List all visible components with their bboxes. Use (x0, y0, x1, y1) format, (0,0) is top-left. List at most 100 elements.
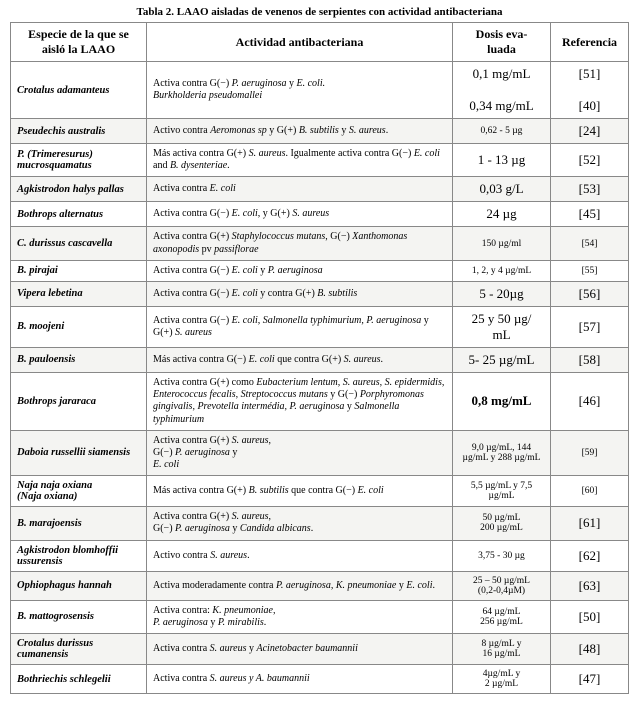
cell-activity: Activa contra G(−) E. coli y P. aerugino… (147, 260, 453, 281)
cell-ref: [24] (551, 119, 629, 144)
cell-ref: [52] (551, 144, 629, 177)
cell-dose: 150 µg/ml (453, 227, 551, 260)
table-row: Ophiophagus hannahActiva moderadamente c… (11, 571, 629, 600)
cell-ref: [57] (551, 306, 629, 347)
cell-dose: 1, 2, y 4 µg/mL (453, 260, 551, 281)
table-row: Crotalus adamanteusActiva contra G(−) P.… (11, 62, 629, 119)
table-row: Agkistrodon halys pallasActiva contra E.… (11, 177, 629, 202)
cell-activity: Activo contra Aeromonas sp y G(+) B. sub… (147, 119, 453, 144)
table-row: C. durissus cascavellaActiva contra G(+)… (11, 227, 629, 260)
cell-dose: 0,1 mg/mL 0,34 mg/mL (453, 62, 551, 119)
table-row: Bothrops alternatusActiva contra G(−) E.… (11, 202, 629, 227)
cell-ref: [50] (551, 600, 629, 633)
cell-species: P. (Trimeresurus) mucrosquamatus (11, 144, 147, 177)
cell-species: Pseudechis australis (11, 119, 147, 144)
col-dose: Dosis eva- luada (453, 23, 551, 62)
cell-activity: Activa contra G(−) E. coli, y G(+) S. au… (147, 202, 453, 227)
cell-activity: Más activa contra G(+) B. subtilis que c… (147, 476, 453, 507)
col-species: Especie de la que se aisló la LAAO (11, 23, 147, 62)
cell-dose: 5 - 20µg (453, 281, 551, 306)
cell-ref: [47] (551, 665, 629, 694)
table-row: Daboia russellii siamensisActiva contra … (11, 430, 629, 476)
cell-activity: Más activa contra G(+) S. aureus. Igualm… (147, 144, 453, 177)
cell-activity: Activa moderadamente contra P. aeruginos… (147, 571, 453, 600)
cell-dose: 5,5 µg/mL y 7,5 µg/mL (453, 476, 551, 507)
table-row: Bothrops jararacaActiva contra G(+) como… (11, 372, 629, 430)
cell-species: Ophiophagus hannah (11, 571, 147, 600)
cell-ref: [60] (551, 476, 629, 507)
cell-activity: Activa contra S. aureus y Acinetobacter … (147, 634, 453, 665)
cell-activity: Más activa contra G(−) E. coli que contr… (147, 347, 453, 372)
cell-activity: Activa contra G(+) Staphylococcus mutans… (147, 227, 453, 260)
cell-dose: 25 – 50 µg/mL (0,2-0,4µM) (453, 571, 551, 600)
table-row: B. mattogrosensisActiva contra: K. pneum… (11, 600, 629, 633)
cell-species: B. marajoensis (11, 507, 147, 540)
cell-species: Crotalus durissus cumanensis (11, 634, 147, 665)
cell-ref: [46] (551, 372, 629, 430)
cell-dose: 64 µg/mL 256 µg/mL (453, 600, 551, 633)
cell-ref: [61] (551, 507, 629, 540)
cell-activity: Activo contra S. aureus. (147, 540, 453, 571)
cell-species: B. pirajai (11, 260, 147, 281)
table-row: Pseudechis australisActivo contra Aeromo… (11, 119, 629, 144)
cell-activity: Activa contra G(−) E. coli y contra G(+)… (147, 281, 453, 306)
cell-dose: 1 - 13 µg (453, 144, 551, 177)
cell-activity: Activa contra S. aureus y A. baumannii (147, 665, 453, 694)
table-row: Agkistrodon blomhoffii ussurensisActivo … (11, 540, 629, 571)
table-row: B. pauloensisMás activa contra G(−) E. c… (11, 347, 629, 372)
cell-ref: [55] (551, 260, 629, 281)
cell-ref: [45] (551, 202, 629, 227)
cell-ref: [58] (551, 347, 629, 372)
table-caption: Tabla 2. LAAO aisladas de venenos de ser… (10, 6, 629, 18)
table-row: P. (Trimeresurus) mucrosquamatusMás acti… (11, 144, 629, 177)
cell-ref: [48] (551, 634, 629, 665)
table-header-row: Especie de la que se aisló la LAAO Activ… (11, 23, 629, 62)
cell-activity: Activa contra G(+) como Eubacterium lent… (147, 372, 453, 430)
cell-ref: [63] (551, 571, 629, 600)
cell-species: Daboia russellii siamensis (11, 430, 147, 476)
cell-activity: Activa contra: K. pneumoniae, P. aerugin… (147, 600, 453, 633)
table-row: Crotalus durissus cumanensisActiva contr… (11, 634, 629, 665)
table-row: Bothriechis schlegeliiActiva contra S. a… (11, 665, 629, 694)
cell-ref: [51] [40] (551, 62, 629, 119)
cell-activity: Activa contra G(−) E. coli, Salmonella t… (147, 306, 453, 347)
laao-table: Especie de la que se aisló la LAAO Activ… (10, 22, 629, 694)
cell-dose: 0,03 g/L (453, 177, 551, 202)
cell-dose: 0,62 - 5 µg (453, 119, 551, 144)
table-row: Naja naja oxiana (Naja oxiana)Más activa… (11, 476, 629, 507)
table-row: Vipera lebetinaActiva contra G(−) E. col… (11, 281, 629, 306)
cell-species: Bothriechis schlegelii (11, 665, 147, 694)
cell-dose: 4µg/mL y 2 µg/mL (453, 665, 551, 694)
cell-ref: [56] (551, 281, 629, 306)
cell-dose: 0,8 mg/mL (453, 372, 551, 430)
table-row: B. marajoensisActiva contra G(+) S. aure… (11, 507, 629, 540)
cell-species: Crotalus adamanteus (11, 62, 147, 119)
cell-activity: Activa contra G(−) P. aeruginosa y E. co… (147, 62, 453, 119)
cell-species: Agkistrodon halys pallas (11, 177, 147, 202)
cell-species: B. moojeni (11, 306, 147, 347)
cell-species: Agkistrodon blomhoffii ussurensis (11, 540, 147, 571)
cell-activity: Activa contra E. coli (147, 177, 453, 202)
cell-activity: Activa contra G(+) S. aureus,G(−) P. aer… (147, 430, 453, 476)
cell-dose: 9,0 µg/mL, 144 µg/mL y 288 µg/mL (453, 430, 551, 476)
cell-species: Vipera lebetina (11, 281, 147, 306)
cell-dose: 5- 25 µg/mL (453, 347, 551, 372)
cell-species: B. pauloensis (11, 347, 147, 372)
cell-dose: 8 µg/mL y 16 µg/mL (453, 634, 551, 665)
col-activity: Actividad antibacteriana (147, 23, 453, 62)
cell-species: B. mattogrosensis (11, 600, 147, 633)
table-row: B. pirajaiActiva contra G(−) E. coli y P… (11, 260, 629, 281)
cell-species: Naja naja oxiana (Naja oxiana) (11, 476, 147, 507)
cell-dose: 50 µg/mL 200 µg/mL (453, 507, 551, 540)
cell-species: C. durissus cascavella (11, 227, 147, 260)
cell-species: Bothrops jararaca (11, 372, 147, 430)
cell-dose: 25 y 50 µg/ mL (453, 306, 551, 347)
cell-ref: [62] (551, 540, 629, 571)
cell-ref: [53] (551, 177, 629, 202)
cell-dose: 3,75 - 30 µg (453, 540, 551, 571)
cell-ref: [59] (551, 430, 629, 476)
cell-species: Bothrops alternatus (11, 202, 147, 227)
col-ref: Referencia (551, 23, 629, 62)
cell-activity: Activa contra G(+) S. aureus,G(−) P. aer… (147, 507, 453, 540)
table-row: B. moojeniActiva contra G(−) E. coli, Sa… (11, 306, 629, 347)
